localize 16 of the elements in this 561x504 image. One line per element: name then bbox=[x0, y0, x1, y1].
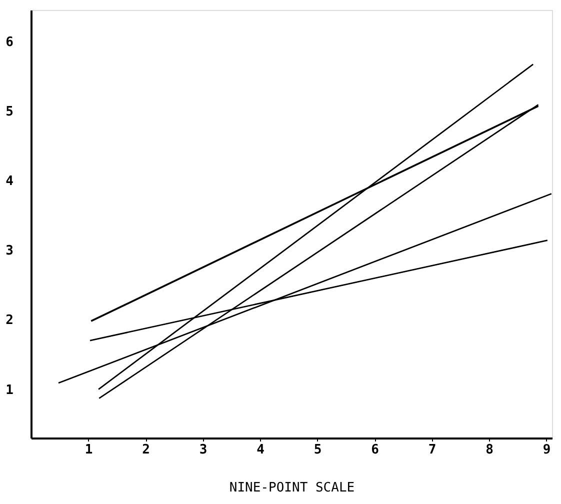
y-tick-label: 3 bbox=[6, 244, 14, 259]
x-tick-label: 9 bbox=[542, 442, 551, 458]
y-tick-label: 5 bbox=[6, 104, 14, 120]
y-tick-label: 6 bbox=[6, 34, 14, 50]
x-axis-title: NINE-POINT SCALE bbox=[229, 480, 355, 496]
y-tick-label: 2 bbox=[6, 313, 14, 328]
x-tick-label: 6 bbox=[371, 442, 380, 458]
y-tick-label: 1 bbox=[6, 382, 14, 398]
x-tick-label: 5 bbox=[314, 442, 322, 458]
x-tick-label: 8 bbox=[486, 442, 494, 458]
x-tick-label: 1 bbox=[84, 442, 93, 458]
x-tick-label: 4 bbox=[256, 442, 265, 458]
y-tick-label: 4 bbox=[6, 174, 14, 190]
x-tick-label: 3 bbox=[199, 442, 208, 458]
x-tick-label: 7 bbox=[428, 442, 436, 458]
x-tick-label: 2 bbox=[142, 442, 150, 458]
